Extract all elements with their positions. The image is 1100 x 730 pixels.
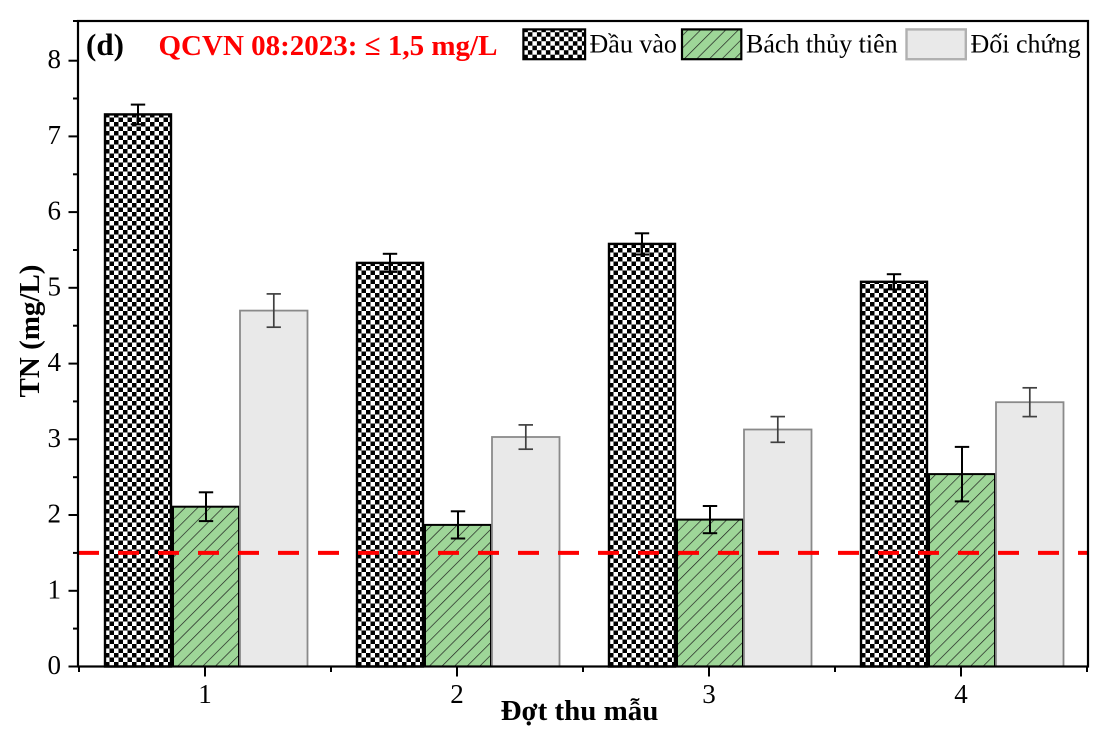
svg-text:2: 2 — [450, 679, 464, 709]
svg-text:3: 3 — [702, 679, 716, 709]
svg-text:Đợt thu mẫu: Đợt thu mẫu — [501, 695, 659, 727]
svg-text:2: 2 — [48, 499, 62, 529]
svg-text:0: 0 — [48, 650, 62, 680]
svg-text:1: 1 — [48, 574, 62, 604]
svg-text:4: 4 — [48, 347, 62, 377]
svg-text:QCVN 08:2023: ≤ 1,5 mg/L: QCVN 08:2023: ≤ 1,5 mg/L — [159, 30, 498, 62]
svg-text:8: 8 — [48, 44, 62, 74]
svg-text:(d): (d) — [86, 27, 124, 62]
svg-text:TN (mg/L): TN (mg/L) — [14, 265, 46, 398]
svg-text:3: 3 — [48, 423, 62, 453]
svg-text:Đầu vào: Đầu vào — [590, 30, 677, 59]
svg-text:7: 7 — [48, 120, 62, 150]
svg-text:Đối chứng: Đối chứng — [971, 30, 1081, 59]
svg-text:6: 6 — [48, 196, 62, 226]
svg-text:4: 4 — [954, 679, 968, 709]
svg-text:1: 1 — [198, 679, 212, 709]
svg-text:Bách thủy tiên: Bách thủy tiên — [746, 30, 898, 59]
svg-text:5: 5 — [48, 271, 62, 301]
